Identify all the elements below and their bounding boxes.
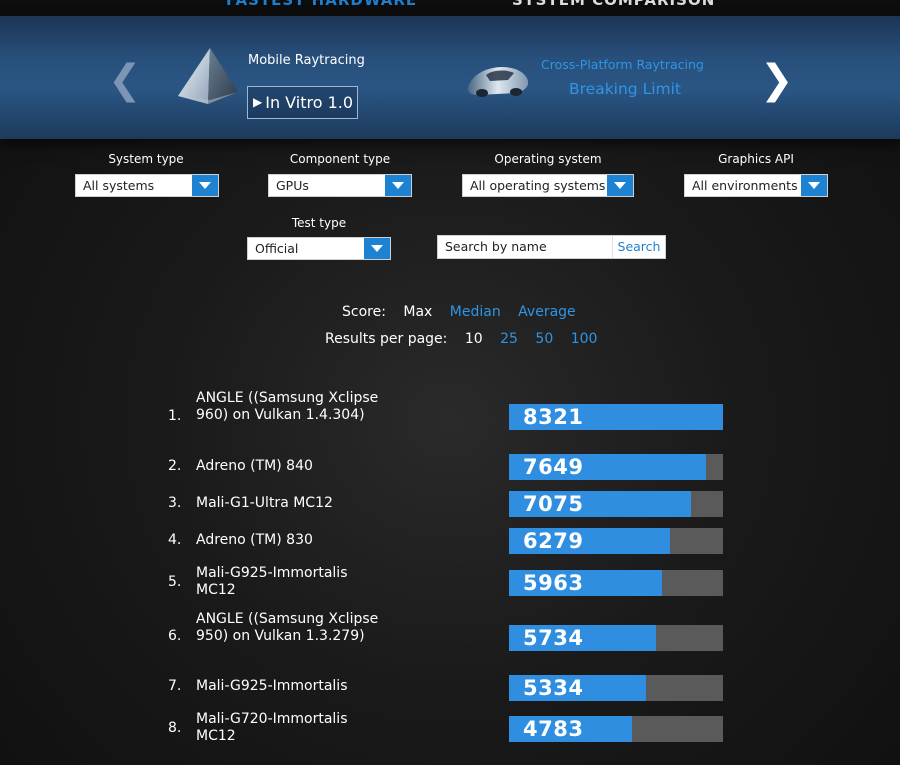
- result-name[interactable]: ANGLE ((Samsung Xclipse 960) on Vulkan 1…: [196, 390, 379, 423]
- score-value: 5734: [523, 626, 584, 650]
- system-type-label: System type: [108, 152, 184, 166]
- graphics-api-select[interactable]: All environments: [684, 174, 828, 197]
- result-rank: 2.: [168, 458, 182, 474]
- chevron-down-icon: [801, 175, 827, 196]
- rpp-option-25[interactable]: 25: [500, 331, 518, 347]
- score-bar-fill: [509, 454, 706, 480]
- result-name[interactable]: Adreno (TM) 830: [196, 532, 313, 548]
- operating-system-select[interactable]: All operating systems: [462, 174, 634, 197]
- nav-fastest-hardware[interactable]: FASTEST HARDWARE: [226, 0, 418, 9]
- chevron-down-icon: [192, 175, 218, 196]
- score-option-median[interactable]: Median: [449, 304, 501, 320]
- search-button[interactable]: Search: [612, 235, 666, 259]
- graphics-api-label: Graphics API: [718, 152, 794, 166]
- score-bar-fill: [509, 675, 647, 701]
- result-rank: 5.: [168, 574, 182, 590]
- top-navigation: FASTEST HARDWARE SYSTEM COMPARISON: [0, 0, 900, 16]
- next-benchmark-name[interactable]: Breaking Limit: [569, 80, 681, 98]
- score-option-average[interactable]: Average: [518, 304, 576, 320]
- score-bar-fill: [509, 625, 657, 651]
- system-type-value: All systems: [83, 178, 155, 193]
- result-rank: 8.: [168, 720, 182, 736]
- result-name[interactable]: Mali-G925-Immortalis MC12: [196, 565, 348, 598]
- score-bar-fill: [509, 491, 691, 517]
- result-name[interactable]: ANGLE ((Samsung Xclipse 950) on Vulkan 1…: [196, 611, 379, 644]
- operating-system-value: All operating systems: [470, 178, 606, 193]
- chevron-down-icon: [385, 175, 411, 196]
- pyramid-icon: [178, 48, 238, 104]
- score-bar: 6279: [509, 528, 723, 554]
- rpp-option-50[interactable]: 50: [535, 331, 554, 347]
- score-bar: 5334: [509, 675, 723, 701]
- operating-system-label: Operating system: [494, 152, 602, 166]
- score-value: 7649: [523, 455, 584, 479]
- score-bar-fill: [509, 404, 723, 430]
- score-value: 8321: [523, 405, 584, 429]
- result-name[interactable]: Mali-G720-Immortalis MC12: [196, 711, 348, 744]
- chevron-down-icon: [364, 238, 390, 259]
- score-selector: Score: Max Median Average: [342, 304, 589, 320]
- graphics-api-value: All environments: [692, 178, 798, 193]
- score-value: 4783: [523, 717, 584, 741]
- score-value: 5963: [523, 571, 584, 595]
- score-bar: 7649: [509, 454, 723, 480]
- result-rank: 3.: [168, 495, 182, 511]
- current-benchmark-button[interactable]: ▶ In Vitro 1.0: [247, 86, 358, 119]
- component-type-label: Component type: [289, 152, 391, 166]
- next-benchmark-title[interactable]: Cross-Platform Raytracing: [541, 57, 704, 72]
- results-per-page-selector: Results per page: 10 25 50 100: [325, 331, 610, 347]
- current-benchmark-name: In Vitro 1.0: [265, 93, 354, 112]
- test-type-select[interactable]: Official: [247, 237, 391, 260]
- chevron-left-icon[interactable]: ❮: [108, 57, 142, 103]
- system-type-select[interactable]: All systems: [75, 174, 219, 197]
- result-name[interactable]: Mali-G1-Ultra MC12: [196, 495, 333, 511]
- score-value: 7075: [523, 492, 584, 516]
- result-rank: 4.: [168, 532, 182, 548]
- chevron-right-icon[interactable]: ❯: [760, 57, 794, 103]
- score-bar-fill: [509, 528, 671, 554]
- rpp-option-10[interactable]: 10: [464, 331, 483, 347]
- result-rank: 6.: [168, 628, 182, 644]
- score-value: 5334: [523, 676, 584, 700]
- score-bar: 4783: [509, 716, 723, 742]
- result-name[interactable]: Adreno (TM) 840: [196, 458, 313, 474]
- component-type-select[interactable]: GPUs: [268, 174, 412, 197]
- score-option-max[interactable]: Max: [403, 304, 433, 320]
- nav-system-comparison[interactable]: SYSTEM COMPARISON: [512, 0, 716, 9]
- score-bar: 5734: [509, 625, 723, 651]
- score-bar-fill: [509, 570, 663, 596]
- score-bar: 7075: [509, 491, 723, 517]
- benchmark-banner: ❮ Mobile Raytracing ▶ In Vitro 1.0: [0, 16, 900, 139]
- score-label: Score:: [342, 304, 386, 320]
- play-icon: ▶: [253, 95, 263, 109]
- car-icon[interactable]: [462, 53, 532, 103]
- rpp-option-100[interactable]: 100: [570, 331, 598, 347]
- test-type-label: Test type: [291, 216, 347, 230]
- current-benchmark-title: Mobile Raytracing: [248, 53, 365, 68]
- component-type-value: GPUs: [276, 178, 309, 193]
- result-rank: 7.: [168, 678, 182, 694]
- results-per-page-label: Results per page:: [325, 331, 448, 347]
- search-input[interactable]: Search by name: [437, 235, 613, 259]
- chevron-down-icon: [607, 175, 633, 196]
- score-bar-fill: [509, 716, 632, 742]
- result-rank: 1.: [168, 408, 182, 424]
- score-value: 6279: [523, 529, 584, 553]
- score-bar: 8321: [509, 404, 723, 430]
- test-type-value: Official: [255, 241, 299, 256]
- score-bar: 5963: [509, 570, 723, 596]
- result-name[interactable]: Mali-G925-Immortalis: [196, 678, 348, 694]
